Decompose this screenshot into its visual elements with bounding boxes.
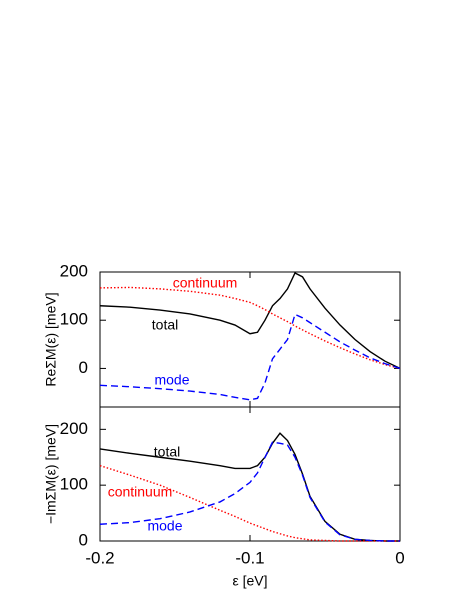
x-axis-label: ε [eV]	[232, 573, 267, 589]
series-line	[99, 286, 401, 370]
y-axis-label: −ImΣM(ε) [meV]	[43, 424, 59, 524]
x-tick-label: -0.2	[85, 548, 114, 567]
y-tick-label: 100	[60, 310, 88, 329]
series-label: continuum	[173, 275, 238, 291]
x-tick-label: -0.1	[235, 548, 264, 567]
series-label: mode	[147, 518, 182, 534]
y-tick-label: 200	[60, 419, 88, 438]
y-tick-label: 100	[60, 475, 88, 494]
series-line	[99, 313, 401, 401]
series-label: total	[154, 444, 180, 460]
y-tick-label: 0	[79, 358, 88, 377]
series-label: mode	[154, 372, 189, 388]
y-axis-label: ReΣM(ε) [meV]	[43, 292, 59, 386]
y-tick-label: 200	[60, 261, 88, 280]
series-label: total	[152, 317, 178, 333]
series-line	[99, 464, 400, 542]
x-tick-label: 0	[395, 548, 404, 567]
series-label: continuum	[108, 484, 173, 500]
y-tick-label: 0	[79, 530, 88, 549]
series-line	[99, 272, 401, 370]
series-line	[99, 441, 400, 542]
